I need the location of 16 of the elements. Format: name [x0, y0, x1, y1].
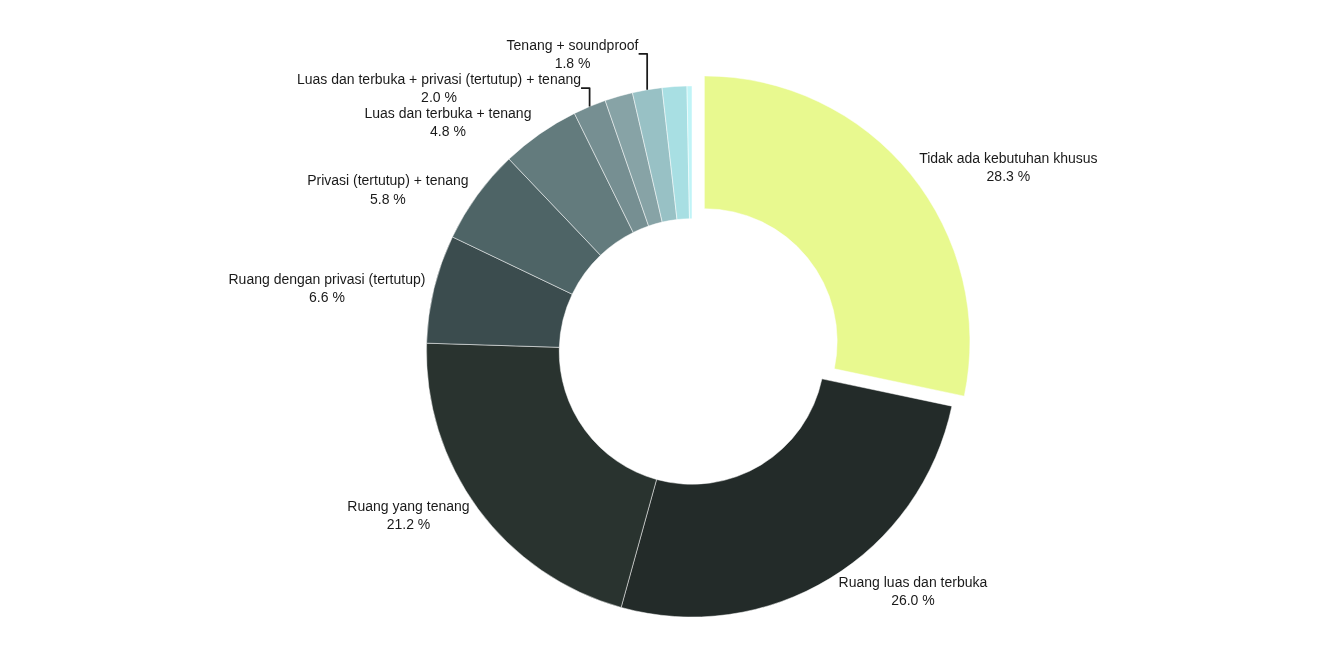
data-label: 4.8 % — [430, 123, 466, 140]
data-label: 2.0 % — [421, 89, 457, 106]
slice-label: Luas dan terbuka + privasi (tertutup) + tenang — [296, 70, 582, 87]
data-label: 6.6 % — [309, 288, 345, 305]
data-label: 28.3 % — [986, 168, 1031, 185]
slice-label: Ruang dengan privasi (tertutup) — [228, 270, 426, 287]
data-label: 1.8 % — [554, 54, 591, 71]
slice-label: Tidak ada kebutuhan khusus — [919, 150, 1098, 167]
data-label: 26.0 % — [891, 591, 935, 608]
data-label: 5.8 % — [369, 190, 406, 207]
slice-label: Luas dan terbuka + tenang — [364, 105, 532, 122]
slice-label: Privasi (tertutup) + tenang — [307, 172, 469, 189]
slice-label: Tenang + soundproof — [506, 36, 639, 53]
slice-label: Ruang luas dan terbuka — [838, 573, 988, 590]
slice-label: Ruang yang tenang — [347, 497, 470, 514]
data-label: 21.2 % — [386, 516, 431, 533]
